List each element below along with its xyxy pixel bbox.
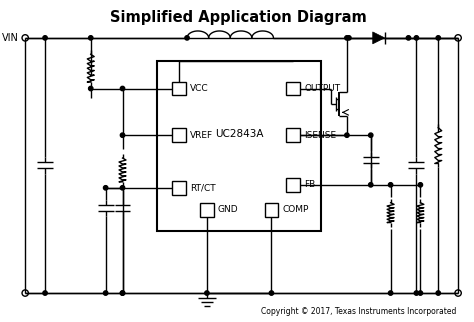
Circle shape [418, 183, 422, 187]
Circle shape [89, 86, 93, 91]
Bar [172, 81, 186, 95]
Text: VREF: VREF [190, 131, 213, 140]
Text: FB: FB [304, 180, 316, 189]
Circle shape [120, 133, 125, 137]
Bar [172, 128, 186, 142]
Circle shape [345, 133, 349, 137]
Circle shape [436, 291, 440, 295]
Text: UC2843A: UC2843A [215, 129, 264, 139]
Bar [200, 203, 214, 217]
Bar [157, 61, 321, 232]
Circle shape [120, 86, 125, 91]
Text: RT/CT: RT/CT [190, 183, 216, 192]
Text: COMP: COMP [283, 205, 309, 214]
Circle shape [103, 291, 108, 295]
Circle shape [269, 291, 273, 295]
Circle shape [414, 36, 419, 40]
Circle shape [345, 36, 349, 40]
Bar [286, 81, 300, 95]
Bar [286, 178, 300, 192]
Text: VIN: VIN [2, 33, 19, 43]
Circle shape [205, 291, 209, 295]
Circle shape [43, 36, 47, 40]
Bar [286, 128, 300, 142]
Text: VCC: VCC [190, 84, 209, 93]
Circle shape [414, 291, 419, 295]
Circle shape [346, 36, 351, 40]
Circle shape [388, 291, 393, 295]
Circle shape [103, 185, 108, 190]
Circle shape [369, 183, 373, 187]
Text: Simplified Application Diagram: Simplified Application Diagram [110, 10, 367, 25]
Circle shape [120, 291, 125, 295]
Text: GND: GND [218, 205, 238, 214]
Text: ISENSE: ISENSE [304, 131, 337, 140]
Circle shape [406, 36, 410, 40]
Circle shape [185, 36, 189, 40]
Circle shape [418, 291, 422, 295]
Circle shape [369, 133, 373, 137]
Circle shape [89, 36, 93, 40]
Text: OUTPUT: OUTPUT [304, 84, 340, 93]
Bar [172, 181, 186, 195]
Circle shape [436, 36, 440, 40]
Bar [264, 203, 278, 217]
Circle shape [43, 291, 47, 295]
Text: Copyright © 2017, Texas Instruments Incorporated: Copyright © 2017, Texas Instruments Inco… [261, 307, 456, 316]
Polygon shape [373, 32, 384, 44]
Circle shape [388, 183, 393, 187]
Circle shape [120, 291, 125, 295]
Circle shape [120, 185, 125, 190]
